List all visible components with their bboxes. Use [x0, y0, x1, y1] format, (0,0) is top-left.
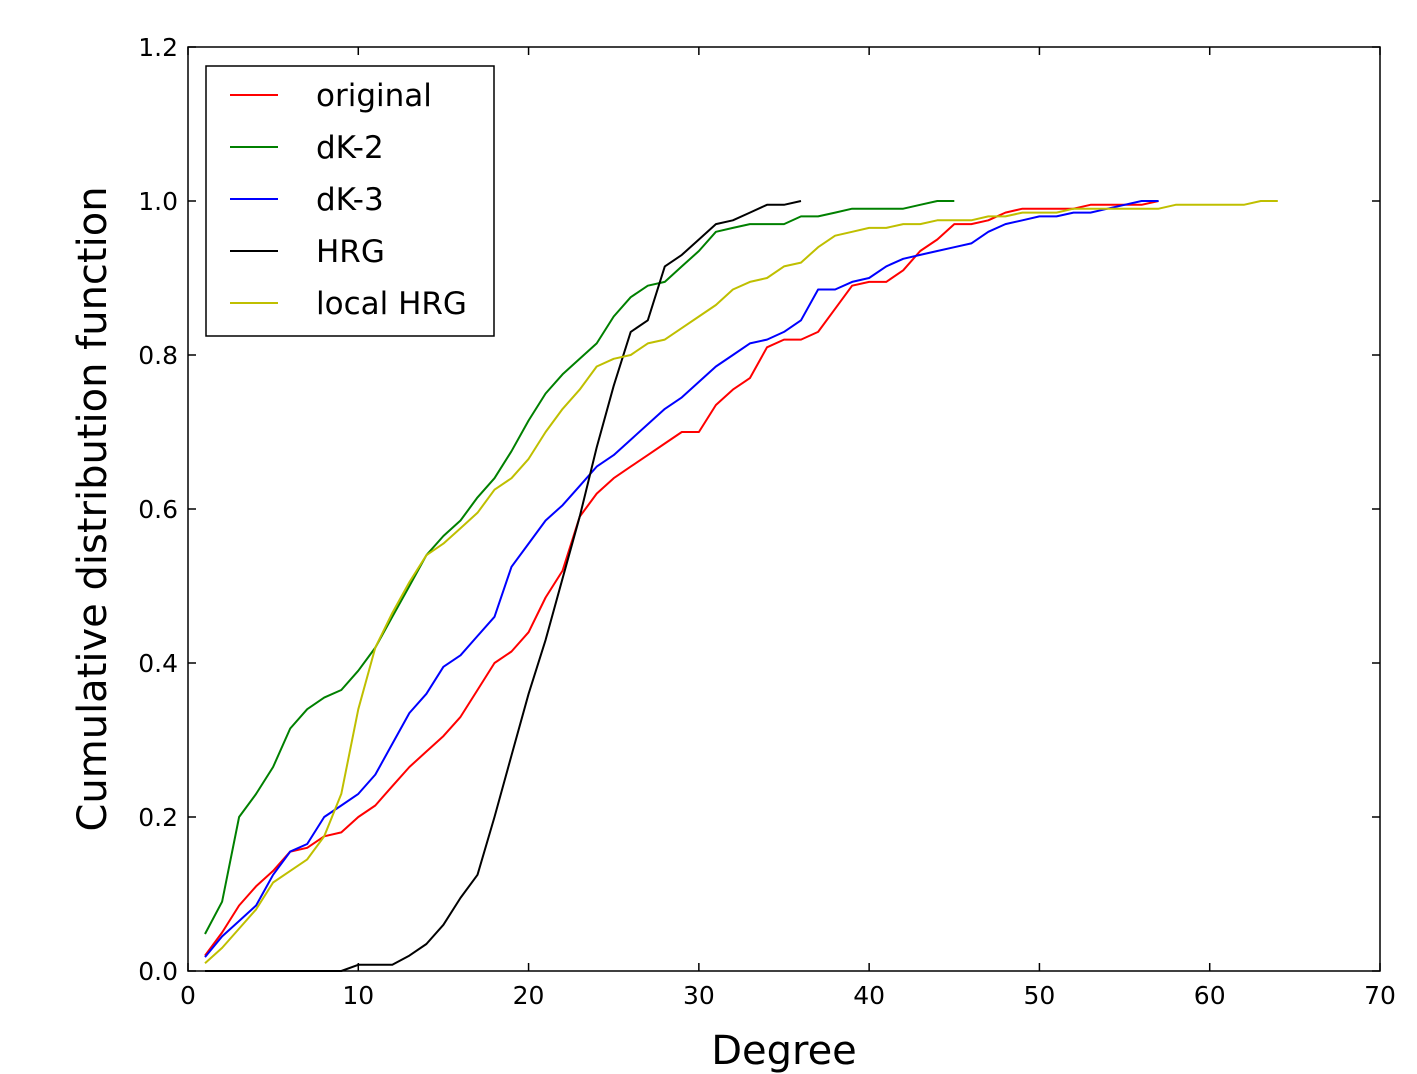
legend-frame [205, 65, 495, 337]
x-tick-label: 10 [342, 981, 374, 1010]
y-tick-label: 0.2 [138, 803, 178, 832]
series-line-local-hrg [204, 200, 1278, 965]
series-line-dk-2 [204, 200, 955, 935]
legend-label: local HRG [316, 286, 467, 322]
series-line-dk-3 [204, 200, 1159, 958]
series-line-original [204, 200, 1159, 957]
legend-label: HRG [316, 234, 385, 270]
x-tick-label: 60 [1194, 981, 1226, 1010]
y-tick-label: 0.0 [138, 957, 178, 986]
y-tick-label: 0.6 [138, 495, 178, 524]
x-tick-label: 40 [853, 981, 885, 1010]
x-tick-label: 70 [1364, 981, 1396, 1010]
x-tick-label: 20 [513, 981, 545, 1010]
x-axis-title: Degree [711, 1028, 857, 1074]
series-layer [204, 200, 1278, 972]
y-tick-label: 1.2 [138, 33, 178, 62]
x-tick-label: 0 [180, 981, 196, 1010]
y-tick-label: 0.8 [138, 341, 178, 370]
x-tick-label: 30 [683, 981, 715, 1010]
x-tick-label: 50 [1024, 981, 1056, 1010]
legend-label: dK-2 [316, 130, 384, 166]
y-axis-title: Cumulative distribution function [70, 186, 116, 831]
tick-layer: 0 10 20 30 40 50 60 70 0.0 0.2 0.4 0.6 0.8 1.0 1.2 [138, 33, 1396, 1010]
legend-label: dK-3 [316, 182, 384, 218]
legend-label: original [316, 78, 432, 114]
series-line-hrg [205, 200, 802, 972]
y-tick-label: 1.0 [138, 187, 178, 216]
legend: original dK-2 dK-3 HRG local HRG [205, 65, 495, 337]
y-tick-label: 0.4 [138, 649, 178, 678]
